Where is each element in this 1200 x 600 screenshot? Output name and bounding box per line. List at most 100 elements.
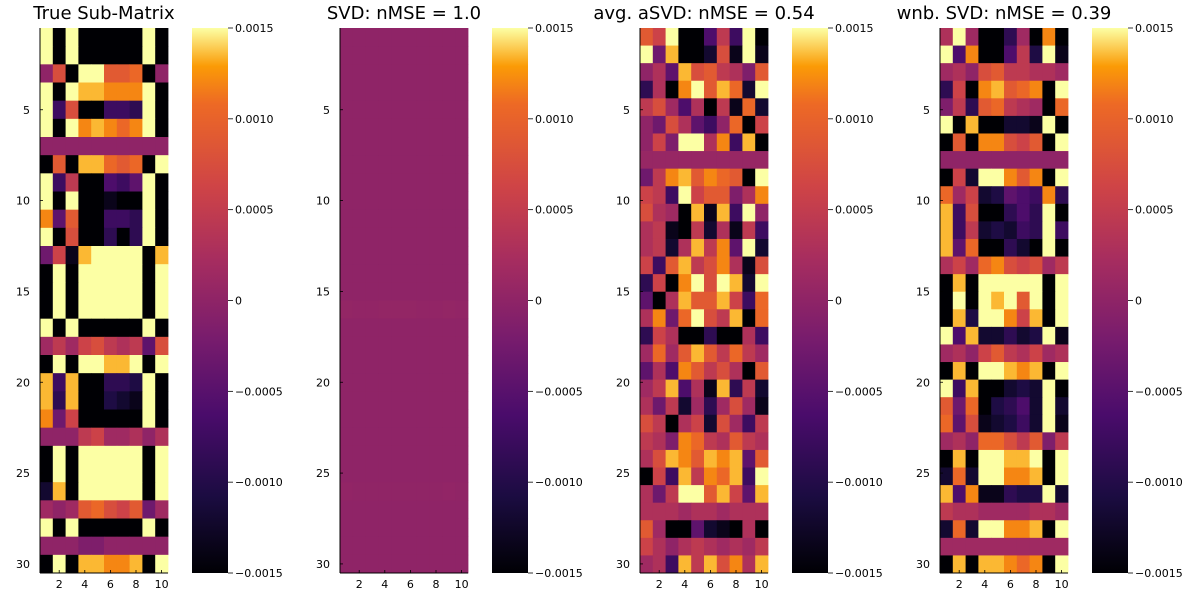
heatmap-cell xyxy=(155,500,169,519)
heatmap-cell xyxy=(391,554,405,574)
heatmap-cell xyxy=(991,203,1005,222)
heatmap-cell xyxy=(40,427,54,447)
heatmap-cell xyxy=(729,291,743,310)
heatmap-cell xyxy=(391,355,405,374)
heatmap-cell xyxy=(978,168,992,187)
heatmap-cell xyxy=(1016,168,1030,187)
heatmap-cell xyxy=(755,537,769,556)
heatmap-cell xyxy=(952,291,966,310)
heatmap-cell xyxy=(104,46,118,65)
heatmap-cell xyxy=(455,246,469,265)
y-tick-label: 10 xyxy=(616,195,630,208)
heatmap-cell xyxy=(365,391,379,410)
heatmap-cell xyxy=(965,414,979,433)
heatmap-cell xyxy=(742,379,756,398)
heatmap-cell xyxy=(91,246,105,265)
heatmap-cell xyxy=(442,300,456,320)
heatmap-cell xyxy=(665,28,679,46)
colorbar-tick-label: −0.0010 xyxy=(535,476,583,489)
heatmap-cell xyxy=(78,355,92,374)
heatmap-cell xyxy=(416,191,430,211)
heatmap-cell xyxy=(952,467,966,486)
heatmap-cell xyxy=(978,379,992,398)
heatmap-cell xyxy=(155,191,169,211)
heatmap-cell xyxy=(965,238,979,257)
heatmap-cell xyxy=(1016,520,1030,539)
heatmap-cell xyxy=(340,264,354,283)
heatmap-cell xyxy=(78,282,92,301)
heatmap-cell xyxy=(716,537,730,556)
heatmap-cell xyxy=(991,256,1005,275)
heatmap-cell xyxy=(640,115,654,134)
heatmap-cell xyxy=(1042,379,1056,398)
heatmap-cell xyxy=(40,246,54,265)
heatmap-cell xyxy=(442,336,456,356)
heatmap-cell xyxy=(416,464,430,483)
heatmap-cell xyxy=(729,98,743,117)
heatmap-cell xyxy=(391,227,405,247)
colorbar-gradient xyxy=(492,28,528,573)
heatmap-cell xyxy=(155,64,169,83)
heatmap-cell xyxy=(965,432,979,451)
heatmap-cell xyxy=(640,98,654,117)
heatmap-cell xyxy=(1042,502,1056,521)
heatmap-cell xyxy=(429,137,443,156)
heatmap-cell xyxy=(652,362,666,381)
heatmap-cell xyxy=(978,449,992,468)
panel-title: True Sub-Matrix xyxy=(32,3,175,24)
heatmap-cell xyxy=(1004,291,1018,310)
heatmap-cell xyxy=(391,173,405,192)
heatmap-cell xyxy=(404,155,418,174)
colorbar-tick-label: −0.0005 xyxy=(1135,385,1183,398)
heatmap-cell xyxy=(365,518,379,538)
heatmap-cell xyxy=(116,464,130,483)
heatmap-cell xyxy=(1016,28,1030,46)
heatmap-cell xyxy=(1029,397,1043,416)
heatmap-cell xyxy=(704,238,718,257)
heatmap-cell xyxy=(652,309,666,328)
heatmap-cell xyxy=(155,373,169,392)
heatmap-cell xyxy=(416,173,430,192)
heatmap-cell xyxy=(1042,414,1056,433)
heatmap-cell xyxy=(952,362,966,381)
heatmap-cell xyxy=(155,518,169,538)
heatmap-cell xyxy=(378,100,392,120)
heatmap-cell xyxy=(742,221,756,240)
heatmap-cell xyxy=(78,464,92,483)
heatmap-cell xyxy=(940,326,954,345)
colorbar-tick-label: 0.0010 xyxy=(1135,113,1174,126)
heatmap-cell xyxy=(1004,397,1018,416)
heatmap-cell xyxy=(78,173,92,192)
heatmap-cell xyxy=(78,373,92,392)
heatmap-cell xyxy=(91,82,105,102)
heatmap-cell xyxy=(129,282,143,301)
heatmap-cell xyxy=(742,291,756,310)
y-tick-label: 25 xyxy=(916,467,930,480)
heatmap-cell xyxy=(352,264,366,283)
heatmap-cell xyxy=(416,46,430,65)
heatmap-cell xyxy=(991,309,1005,328)
heatmap-cell xyxy=(940,397,954,416)
heatmap-cell xyxy=(116,118,130,138)
heatmap-cell xyxy=(691,133,705,152)
heatmap-cell xyxy=(404,464,418,483)
colorbar-tick-label: −0.0010 xyxy=(235,476,283,489)
heatmap-cell xyxy=(129,409,143,429)
heatmap-cell xyxy=(965,362,979,381)
axis-group: 2 4 6 8 10 5 10 15 20 25 30 xyxy=(16,28,169,591)
heatmap-cell xyxy=(1004,256,1018,275)
heatmap-cell xyxy=(716,449,730,468)
x-tick-label: 2 xyxy=(956,578,963,591)
heatmap-cell xyxy=(691,151,705,170)
heatmap-cell xyxy=(965,186,979,205)
heatmap-cell xyxy=(378,445,392,465)
heatmap-cell xyxy=(352,64,366,83)
heatmap-cell xyxy=(429,246,443,265)
heatmap-cell xyxy=(442,355,456,374)
heatmap-cell xyxy=(1042,203,1056,222)
heatmap-cell xyxy=(1016,309,1030,328)
heatmap-cell xyxy=(142,191,156,211)
heatmap-cell xyxy=(142,445,156,465)
heatmap-cell xyxy=(129,355,143,374)
colorbar-tick-label: 0.0010 xyxy=(535,113,574,126)
